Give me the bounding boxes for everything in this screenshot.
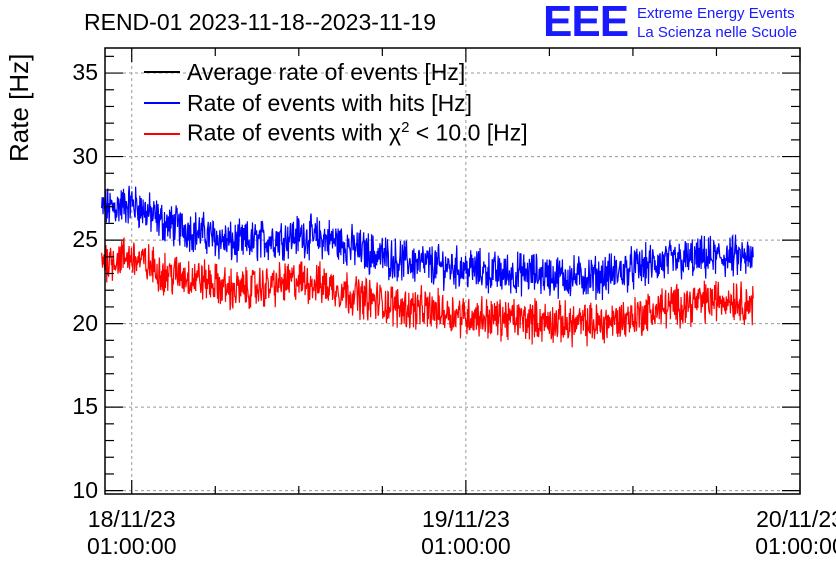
legend-chi2-suffix: < 10.0 [Hz] xyxy=(409,119,528,146)
legend-chi2-symbol: χ xyxy=(389,119,402,146)
series-group xyxy=(101,185,754,348)
legend-chi2-prefix: Rate of events with xyxy=(187,119,389,146)
axis-ticks xyxy=(105,48,801,494)
legend-item-average: Average rate of events [Hz] xyxy=(187,59,466,85)
x-tick-label: 19/11/23 01:00:00 xyxy=(406,506,526,560)
y-tick-label: 30 xyxy=(72,142,98,169)
series-line-1 xyxy=(101,185,754,301)
series-line-2 xyxy=(101,236,754,348)
x-tick-date: 18/11/23 xyxy=(87,506,176,532)
x-tick-date: 20/11/23 xyxy=(756,506,836,532)
legend-item-chi2: Rate of events with χ2 < 10.0 [Hz] xyxy=(187,119,528,147)
x-tick-time: 01:00:00 xyxy=(86,533,177,559)
logo-caption-line1: Extreme Energy Events xyxy=(637,5,795,22)
logo-caption: Extreme Energy Events La Scienza nelle S… xyxy=(637,4,797,42)
y-tick-label: 10 xyxy=(72,476,98,503)
x-tick-label: 18/11/23 01:00:00 xyxy=(72,506,192,560)
logo-caption-line2: La Scienza nelle Scuole xyxy=(637,24,798,41)
legend-line-hits xyxy=(144,102,180,104)
y-tick-label: 20 xyxy=(72,309,98,336)
legend-line-chi2 xyxy=(144,133,180,135)
legend-item-hits: Rate of events with hits [Hz] xyxy=(187,90,473,116)
eee-logo: EEE xyxy=(543,0,629,46)
y-tick-label: 35 xyxy=(72,59,98,86)
x-tick-time: 01:00:00 xyxy=(755,533,836,559)
legend-chi2-sup: 2 xyxy=(401,119,410,136)
y-axis-label: Rate [Hz] xyxy=(4,53,34,162)
x-tick-time: 01:00:00 xyxy=(421,533,511,559)
y-tick-label: 25 xyxy=(72,226,98,253)
x-tick-label: 20/11/23 01:00:00 xyxy=(740,506,836,560)
x-tick-date: 19/11/23 xyxy=(421,506,510,532)
legend-line-average xyxy=(144,71,180,73)
chart-title: REND-01 2023-11-18--2023-11-19 xyxy=(84,9,437,35)
plot-frame xyxy=(104,47,801,495)
y-tick-label: 15 xyxy=(72,393,98,420)
